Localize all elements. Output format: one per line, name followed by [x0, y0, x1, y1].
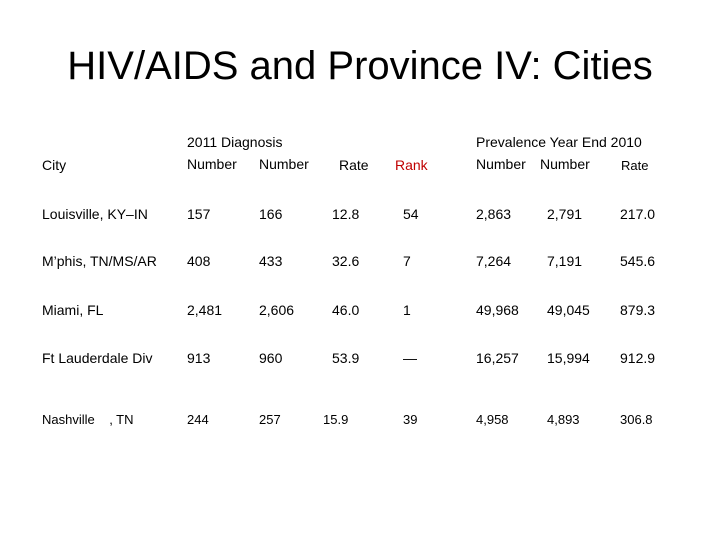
row-4-rank: — [403, 350, 417, 366]
row-3-diag-number-1: 2,481 [187, 302, 223, 318]
row-4-diag-number-2: 960 [259, 350, 283, 366]
row-2-prev-rate: 545.6 [620, 253, 656, 269]
row-1-diag-number-2: 166 [259, 206, 283, 222]
row-5-rank: 39 [403, 412, 418, 427]
header-prev-rate: Rate [621, 158, 649, 173]
row-5-city: Nashville , TN [42, 412, 134, 427]
header-diag-rate: Rate [339, 157, 369, 173]
row-3-diag-number-2: 2,606 [259, 302, 295, 318]
row-5-diag-number-1: 244 [187, 412, 209, 427]
row-1-diag-number-1: 157 [187, 206, 211, 222]
row-4-diag-number-1: 913 [187, 350, 211, 366]
row-1-prev-rate: 217.0 [620, 206, 656, 222]
row-2-prev-number-1: 7,264 [476, 253, 512, 269]
row-1-rank: 54 [403, 206, 419, 222]
row-4-prev-rate: 912.9 [620, 350, 656, 366]
row-4-prev-number-1: 16,257 [476, 350, 519, 366]
row-4-city: Ft Lauderdale Div [42, 350, 153, 366]
row-3-rate: 46.0 [332, 302, 360, 318]
row-2-rank: 7 [403, 253, 411, 269]
row-1-prev-number-1: 2,863 [476, 206, 512, 222]
row-1-city: Louisville, KY–IN [42, 206, 148, 222]
row-5-prev-number-2: 4,893 [547, 412, 580, 427]
header-prev-number-2: Number [540, 156, 590, 172]
header-diagnosis-group: 2011 Diagnosis [187, 134, 283, 150]
header-diag-number-1: Number [187, 156, 237, 172]
row-2-diag-number-2: 433 [259, 253, 283, 269]
row-3-prev-number-1: 49,968 [476, 302, 519, 318]
row-2-prev-number-2: 7,191 [547, 253, 583, 269]
row-4-prev-number-2: 15,994 [547, 350, 590, 366]
row-3-prev-number-2: 49,045 [547, 302, 590, 318]
header-city: City [42, 157, 67, 173]
row-2-diag-number-1: 408 [187, 253, 211, 269]
row-5-prev-rate: 306.8 [620, 412, 653, 427]
row-2-rate: 32.6 [332, 253, 360, 269]
row-1-prev-number-2: 2,791 [547, 206, 583, 222]
row-5-diag-number-2: 257 [259, 412, 281, 427]
row-4-rate: 53.9 [332, 350, 360, 366]
row-5-rate: 15.9 [323, 412, 349, 427]
header-diag-number-2: Number [259, 156, 309, 172]
row-3-city: Miami, FL [42, 302, 104, 318]
header-rank: Rank [395, 157, 428, 173]
row-3-prev-rate: 879.3 [620, 302, 656, 318]
header-prevalence-group: Prevalence Year End 2010 [476, 134, 642, 150]
header-prev-number-1: Number [476, 156, 526, 172]
row-1-rate: 12.8 [332, 206, 360, 222]
slide-title: HIV/AIDS and Province IV: Cities [67, 44, 653, 88]
row-2-city: M’phis, TN/MS/AR [42, 253, 157, 269]
row-3-rank: 1 [403, 302, 411, 318]
row-5-prev-number-1: 4,958 [476, 412, 509, 427]
